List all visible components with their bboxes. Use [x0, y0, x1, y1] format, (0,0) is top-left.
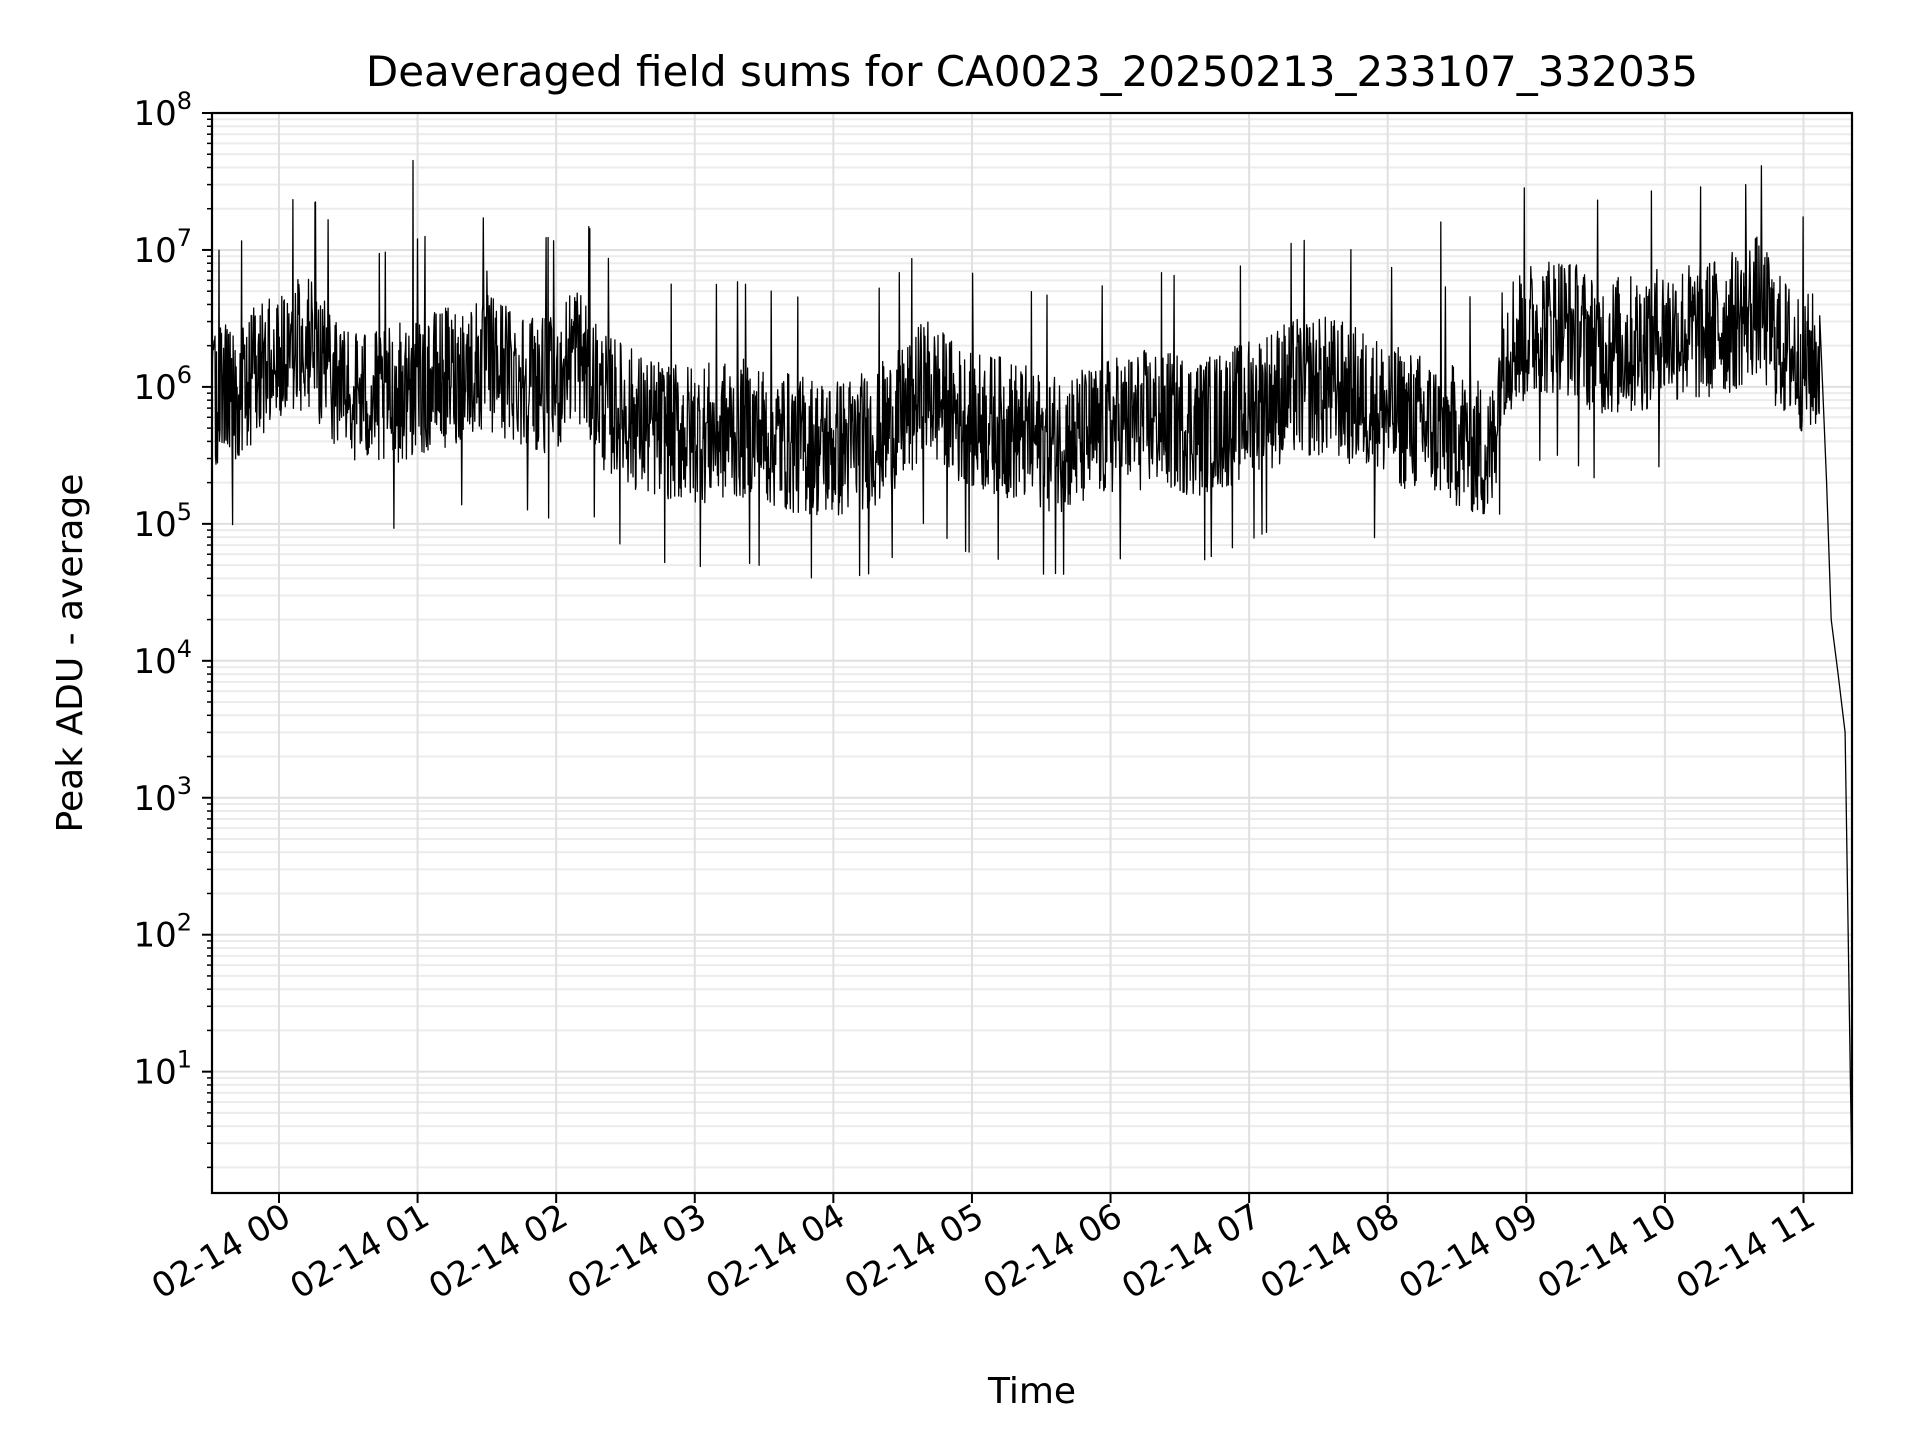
- y-tick-label: 103: [133, 772, 192, 819]
- y-tick-label: 106: [133, 361, 192, 408]
- chart-title: Deaveraged field sums for CA0023_2025021…: [366, 47, 1698, 96]
- x-axis-label: Time: [987, 1371, 1076, 1412]
- series-line: [211, 159, 1853, 1185]
- y-tick-label: 104: [133, 635, 192, 682]
- y-tick-label: 107: [133, 224, 192, 271]
- y-tick-label: 108: [133, 87, 192, 134]
- y-tick-label: 105: [133, 498, 192, 545]
- y-axis-label: Peak ADU - average: [50, 474, 91, 833]
- y-tick-label: 101: [133, 1046, 192, 1093]
- plot-frame: [210, 111, 1854, 1195]
- y-tick-label: 102: [133, 909, 192, 956]
